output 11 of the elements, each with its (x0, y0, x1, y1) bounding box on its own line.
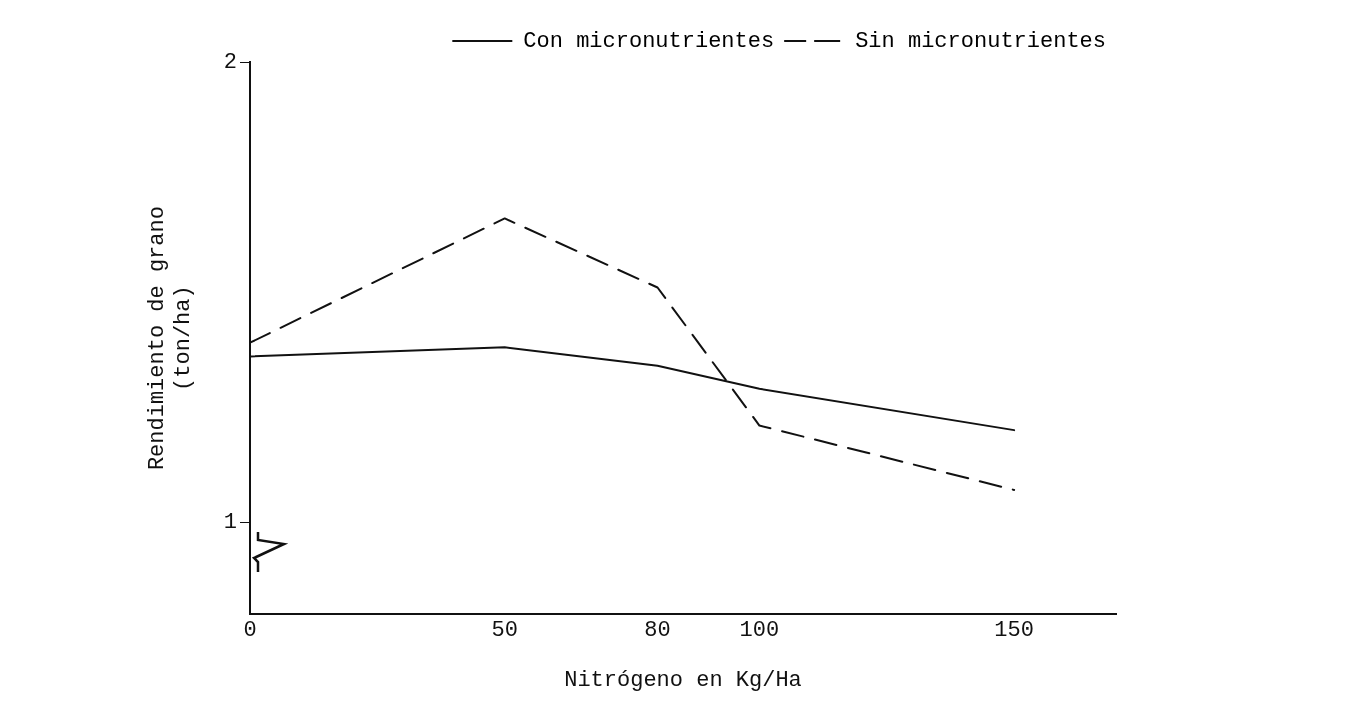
x-tick-label: 100 (739, 618, 780, 644)
x-tick-label: 0 (243, 618, 257, 644)
y-tick-label: 1 (223, 509, 237, 535)
legend-label: Sin micronutrientes (855, 28, 1106, 54)
x-tick-label: 50 (491, 618, 518, 644)
x-axis-title: Nitrógeno en Kg/Ha (564, 667, 802, 693)
y-axis-title: Rendimiento de grano (ton/ha) (145, 206, 197, 471)
legend-label: Con micronutrientes (523, 28, 775, 54)
x-tick-label: 150 (994, 618, 1034, 644)
y-tick-label: 2 (223, 49, 237, 75)
x-tick-label: 80 (644, 618, 671, 644)
